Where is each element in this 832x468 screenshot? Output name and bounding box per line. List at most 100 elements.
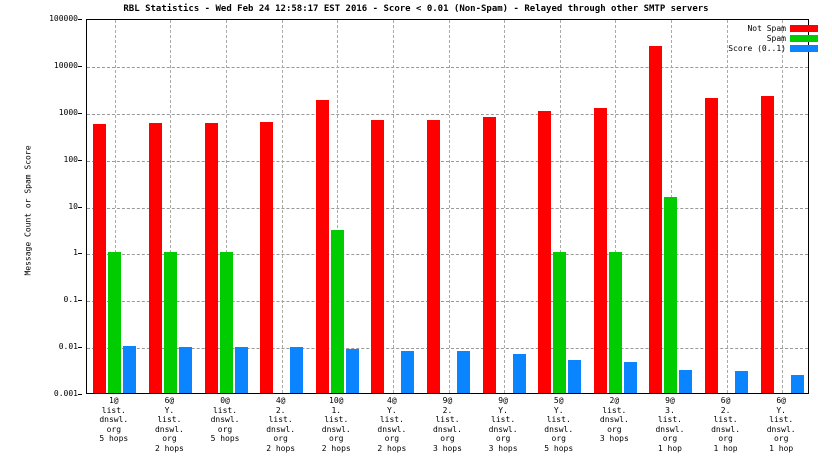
x-axis-tick-label-line: 5 hops bbox=[99, 434, 129, 444]
gridline bbox=[87, 160, 808, 162]
x-axis-tick-label-line: Y. bbox=[553, 405, 564, 415]
bar-spam bbox=[108, 252, 122, 393]
x-axis-tick-label-line: dnswl. bbox=[433, 424, 462, 434]
bar-score bbox=[735, 371, 749, 393]
gridline bbox=[87, 207, 808, 209]
bar-not-spam bbox=[482, 117, 496, 393]
x-axis-tick-label-line: org bbox=[551, 434, 566, 444]
x-axis-tick-label-line: dnswl. bbox=[99, 415, 129, 425]
bar-not-spam bbox=[760, 95, 774, 393]
x-axis-tick-label-line: 4@ bbox=[387, 396, 397, 405]
x-axis-tick-label-line: 9@ bbox=[498, 396, 508, 405]
bar-not-spam bbox=[93, 123, 107, 393]
x-axis-tick-label-line: 5 hops bbox=[544, 443, 574, 453]
x-axis-tick-label-line: 3 hops bbox=[433, 443, 462, 453]
x-axis-tick-label: 9@ Y. list. dnswl. org 3 hops bbox=[475, 396, 531, 454]
gridline bbox=[87, 301, 808, 303]
x-axis-tick-label-line: dnswl. bbox=[154, 424, 184, 434]
x-axis-tick-label-line: org bbox=[773, 434, 789, 444]
bar-not-spam bbox=[260, 122, 274, 393]
group-separator bbox=[226, 20, 228, 393]
gridlines bbox=[87, 20, 808, 393]
group-separator bbox=[782, 20, 784, 393]
x-axis-tick-label-line: list. bbox=[713, 415, 738, 425]
x-axis-tick-label-line: list. bbox=[324, 415, 349, 425]
x-axis-tick-label: 4@ 2. list. dnswl. org 2 hops bbox=[253, 396, 309, 454]
x-axis-tick-label-line: dnswl. bbox=[655, 424, 685, 434]
x-axis-tick-label-line: 6@ bbox=[164, 396, 175, 405]
x-axis-tick-label-line: org bbox=[662, 434, 678, 444]
bar-score bbox=[345, 348, 359, 393]
x-axis-tick-label-line: org bbox=[607, 424, 622, 434]
x-axis-tick-label-line: org bbox=[106, 424, 122, 434]
x-axis-tick-label-line: 3 hops bbox=[599, 434, 629, 444]
x-axis-tick-label-line: list. bbox=[435, 415, 460, 425]
x-axis-tick-label-line: 2@ bbox=[609, 396, 620, 405]
bar-score bbox=[512, 353, 526, 393]
x-axis-tick-label-line: list. bbox=[602, 405, 627, 415]
group-separator bbox=[392, 20, 394, 393]
group-separator bbox=[114, 20, 116, 393]
y-axis-tick-label: 1 bbox=[73, 248, 78, 258]
y-axis-tick-mark bbox=[78, 65, 82, 67]
y-axis-tick-label: 100000 bbox=[49, 14, 78, 23]
x-axis-tick-label-line: 6@ bbox=[776, 396, 786, 405]
y-axis-tick-mark bbox=[78, 206, 82, 208]
bar-score bbox=[123, 345, 137, 393]
legend-entry: Spam bbox=[767, 34, 818, 43]
x-axis-tick-label-line: 2 hops bbox=[266, 443, 296, 453]
x-axis-tick-label-line: org bbox=[273, 434, 288, 444]
legend-entry-label: Spam bbox=[766, 34, 786, 43]
bar-spam bbox=[608, 252, 622, 393]
x-axis-tick-label-line: 10@ bbox=[329, 396, 344, 405]
x-axis-tick-label-line: dnswl. bbox=[210, 415, 240, 425]
x-axis-tick-label-line: org bbox=[162, 434, 177, 444]
x-axis-tick-label-line: org bbox=[440, 434, 455, 444]
bar-score bbox=[178, 346, 192, 393]
x-axis-tick-label-line: dnswl. bbox=[266, 424, 296, 434]
x-axis-tick-label-line: 9@ bbox=[665, 396, 675, 405]
y-axis-ticks: 100000 10000 1000 100 10 1 0.1 0.01 0.001 bbox=[0, 15, 82, 398]
x-axis-tick-label-line: list. bbox=[546, 415, 571, 425]
group-separator bbox=[170, 20, 172, 393]
y-axis-tick-label: 100 bbox=[63, 154, 78, 164]
group-separator bbox=[615, 20, 617, 393]
bar-not-spam bbox=[593, 108, 607, 393]
x-axis-tick-label-line: Y. bbox=[776, 405, 786, 415]
x-axis-tick-label: 9@ 3. list. dnswl. org 1 hop bbox=[642, 396, 698, 454]
x-axis-tick-label: 5@ Y. list. dnswl. org 5 hops bbox=[531, 396, 587, 454]
legend-entry-label: Score (0..1) bbox=[728, 44, 786, 53]
x-axis-tick-label-line: 3 hops bbox=[488, 443, 518, 453]
bar-score bbox=[234, 347, 248, 393]
x-axis-tick-label: 2@ list. dnswl. org 3 hops bbox=[587, 396, 643, 444]
legend-color-swatch bbox=[790, 35, 818, 42]
y-axis-tick-mark bbox=[78, 347, 82, 349]
y-axis-tick-label: 0.1 bbox=[63, 295, 78, 305]
bar-not-spam bbox=[371, 120, 385, 393]
x-axis-tick-label-line: list. bbox=[657, 415, 682, 425]
y-axis-tick-mark bbox=[78, 300, 82, 302]
x-axis-tick-label-line: list. bbox=[379, 415, 404, 425]
x-axis-tick-label: 0@ list. dnswl. org 5 hops bbox=[197, 396, 253, 444]
gridline bbox=[87, 113, 808, 115]
x-axis-tick-label-line: 2 hops bbox=[154, 443, 184, 453]
x-axis-tick-label-line: org bbox=[384, 434, 400, 444]
x-axis-tick-label: 4@ Y. list. dnswl. org 2 hops bbox=[364, 396, 420, 454]
y-axis-tick-label: 0.01 bbox=[58, 342, 78, 352]
x-axis-tick-label-line: list. bbox=[769, 415, 794, 425]
gridline bbox=[87, 66, 808, 68]
x-axis-tick-label-line: 2. bbox=[275, 405, 286, 415]
y-axis-tick-mark bbox=[78, 253, 82, 255]
bar-not-spam bbox=[315, 99, 329, 393]
y-axis-tick-mark bbox=[78, 394, 82, 395]
x-axis-tick-label-line: 1 hop bbox=[769, 443, 794, 453]
bar-score bbox=[623, 361, 637, 393]
x-axis-tick-label-line: dnswl. bbox=[599, 415, 629, 425]
y-axis-tick-label: 1000 bbox=[58, 107, 78, 117]
y-axis-tick-label: 10 bbox=[68, 201, 78, 211]
x-axis-tick-label-line: dnswl. bbox=[321, 424, 351, 434]
x-axis-tick-label-line: list. bbox=[268, 415, 293, 425]
bar-score bbox=[457, 350, 470, 393]
x-axis-tick-label-line: 1 hop bbox=[657, 443, 682, 453]
